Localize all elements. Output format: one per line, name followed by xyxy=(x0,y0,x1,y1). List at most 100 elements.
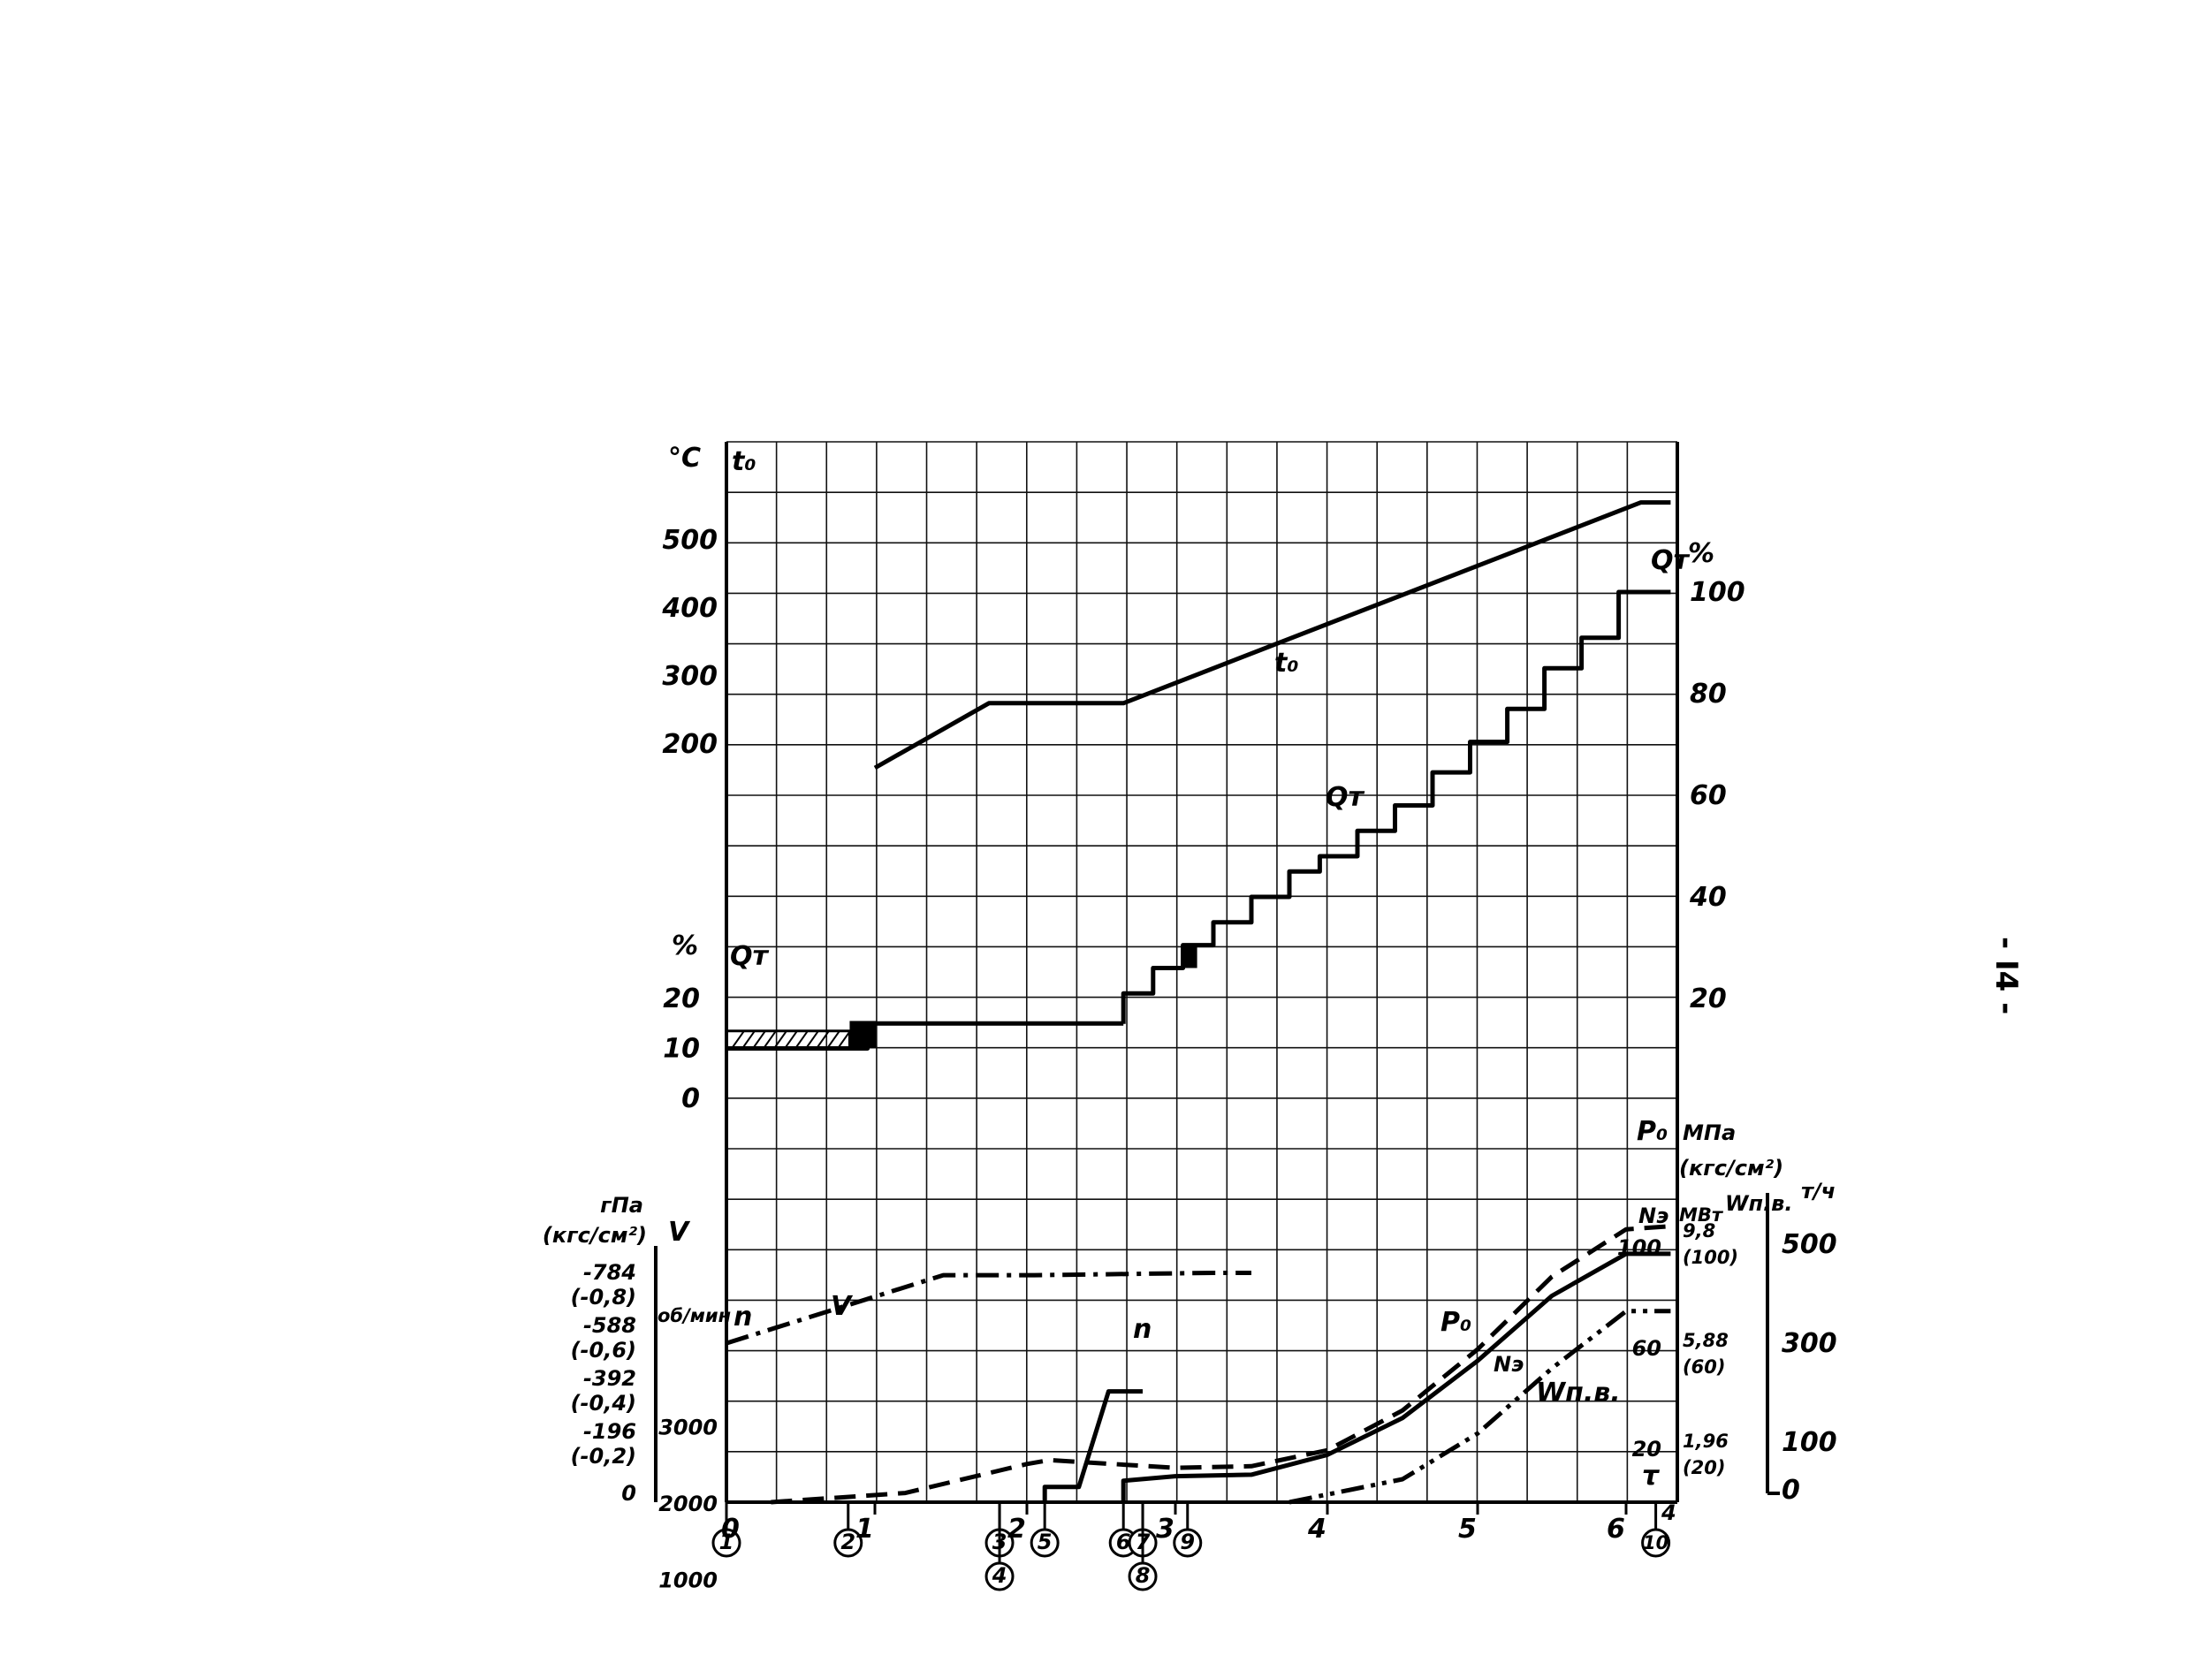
p0-tick-label: 1,96 xyxy=(1683,1431,1729,1452)
hatch-stroke xyxy=(784,1030,798,1050)
event-marker xyxy=(711,1528,741,1558)
hatch-stroke xyxy=(805,1030,819,1050)
x-tick-label: 1 xyxy=(855,1514,874,1545)
pressure-tick-label: 0 xyxy=(621,1481,636,1506)
qt-step-series-line xyxy=(1121,589,1671,1024)
x-end-label: 4 xyxy=(1661,1500,1676,1525)
label-qt: Qт xyxy=(1326,782,1365,813)
wpv-series-line xyxy=(1288,1309,1671,1505)
top-right-tick-label: 40 xyxy=(1689,882,1727,913)
top-left-tick-label: 300 xyxy=(662,661,718,692)
p0-tick-label: (20) xyxy=(1683,1457,1725,1478)
label-t0: t₀ xyxy=(1274,648,1298,679)
event-label: 6 xyxy=(1116,1530,1131,1554)
p0-axis-unit: МПа xyxy=(1683,1120,1736,1145)
label-n: n xyxy=(1133,1314,1152,1345)
event-label: 1 xyxy=(719,1530,734,1554)
hatch-stroke xyxy=(773,1030,787,1050)
qt-low-marker xyxy=(849,1021,877,1049)
pressure-tick-label: -392 xyxy=(583,1366,636,1391)
event-label: 8 xyxy=(1136,1563,1151,1588)
label-v: V xyxy=(831,1291,854,1322)
top-left-tick-label: 500 xyxy=(662,525,718,556)
qt-step-marker xyxy=(1181,945,1197,968)
qt-low-series-line xyxy=(726,1021,1124,1051)
x-tick-label: 2 xyxy=(1007,1514,1026,1545)
top-right-axis-name: Qт xyxy=(1651,545,1691,576)
event-marker xyxy=(833,1528,863,1558)
rpm-unit: об/мин xyxy=(658,1305,731,1326)
event-label: 9 xyxy=(1180,1530,1195,1554)
top-right-tick-label: 80 xyxy=(1690,679,1727,710)
event-marker xyxy=(1641,1528,1671,1558)
page-number: - I4 - xyxy=(1988,937,2024,1015)
label-p0: P₀ xyxy=(1440,1307,1471,1338)
mid-tick-label: 20 xyxy=(663,983,700,1014)
x-tick-label: 0 xyxy=(721,1514,740,1545)
x-tick-label: 4 xyxy=(1307,1514,1326,1545)
mid-axis-name: Qт xyxy=(730,941,770,972)
v-series-line xyxy=(726,1271,1251,1346)
p0-axis-name: P₀ xyxy=(1637,1116,1668,1147)
pressure-tick-label: -588 xyxy=(583,1313,636,1338)
event-label: 3 xyxy=(992,1530,1007,1554)
hatch-stroke xyxy=(741,1030,756,1050)
wpv-tick-label: 500 xyxy=(1782,1229,1837,1260)
ne-series-line xyxy=(1121,1251,1671,1502)
pressure-tick-label: (-0,6) xyxy=(571,1338,636,1363)
event-marker xyxy=(1030,1528,1060,1558)
pressure-unit: гПа xyxy=(600,1193,643,1218)
wpv-axis-unit: т/ч xyxy=(1801,1179,1836,1204)
hatch-stroke xyxy=(731,1030,745,1050)
rpm-tick-label: 2000 xyxy=(658,1492,718,1516)
ne-axis-name: Nэ xyxy=(1638,1204,1669,1228)
mid-tick-label: 0 xyxy=(681,1083,700,1114)
event-marker xyxy=(984,1561,1015,1591)
label-tau: τ xyxy=(1642,1461,1661,1492)
event-label: 10 xyxy=(1643,1532,1669,1553)
chart-grid xyxy=(726,441,1678,1503)
hatch-stroke xyxy=(816,1030,830,1050)
p0-axis-unit2: (кгс/см²) xyxy=(1679,1156,1783,1181)
t0-series-line xyxy=(873,500,1671,771)
pressure-tick-label: -784 xyxy=(583,1260,636,1285)
label-wpv: Wп.в. xyxy=(1536,1378,1621,1409)
hatch-stroke xyxy=(826,1030,840,1050)
top-left-tick-label: 400 xyxy=(661,593,718,624)
ne-tick-label: 100 xyxy=(1617,1235,1661,1260)
hatch-stroke xyxy=(752,1030,766,1050)
top-right-tick-label: 100 xyxy=(1690,577,1745,608)
p0-tick-label: (100) xyxy=(1683,1247,1738,1268)
rpm-tick-label: 3000 xyxy=(658,1416,718,1440)
p0-tick-label: 5,88 xyxy=(1683,1330,1729,1351)
ne-tick-label: 20 xyxy=(1632,1437,1661,1462)
event-label: 4 xyxy=(992,1563,1007,1588)
event-label: 2 xyxy=(840,1530,855,1554)
label-n-left: n xyxy=(734,1302,752,1333)
chart-marks xyxy=(654,442,1780,1591)
wpv-tick-label: 0 xyxy=(1782,1475,1800,1506)
v-axis-name: V xyxy=(668,1217,691,1248)
event-label: 5 xyxy=(1038,1530,1053,1554)
pressure-tick-label: (-0,8) xyxy=(571,1285,636,1310)
p0-tick-label: (60) xyxy=(1683,1356,1725,1378)
mid-axis-unit: % xyxy=(672,930,698,961)
pressure-tick-label: (-0,4) xyxy=(571,1391,636,1416)
wpv-axis-name: Wп.в. xyxy=(1725,1191,1792,1216)
p0-series-line xyxy=(771,1224,1671,1505)
top-left-axis-unit: °C xyxy=(668,443,701,474)
event-marker xyxy=(1128,1561,1158,1591)
event-label: 7 xyxy=(1136,1530,1151,1554)
pressure-tick-label: (-0,2) xyxy=(571,1444,636,1469)
p0-tick-label: 9,8 xyxy=(1683,1220,1715,1242)
mid-tick-label: 10 xyxy=(663,1034,700,1065)
x-tick-label: 6 xyxy=(1607,1514,1625,1545)
x-tick-label: 5 xyxy=(1458,1514,1477,1545)
ne-axis-unit: МВт xyxy=(1679,1204,1724,1226)
pressure-unit2: (кгс/см²) xyxy=(543,1223,647,1248)
event-marker xyxy=(1173,1528,1203,1558)
ne-tick-label: 60 xyxy=(1632,1336,1661,1361)
x-tick-label: 3 xyxy=(1156,1514,1174,1545)
hatch-stroke xyxy=(794,1030,809,1050)
